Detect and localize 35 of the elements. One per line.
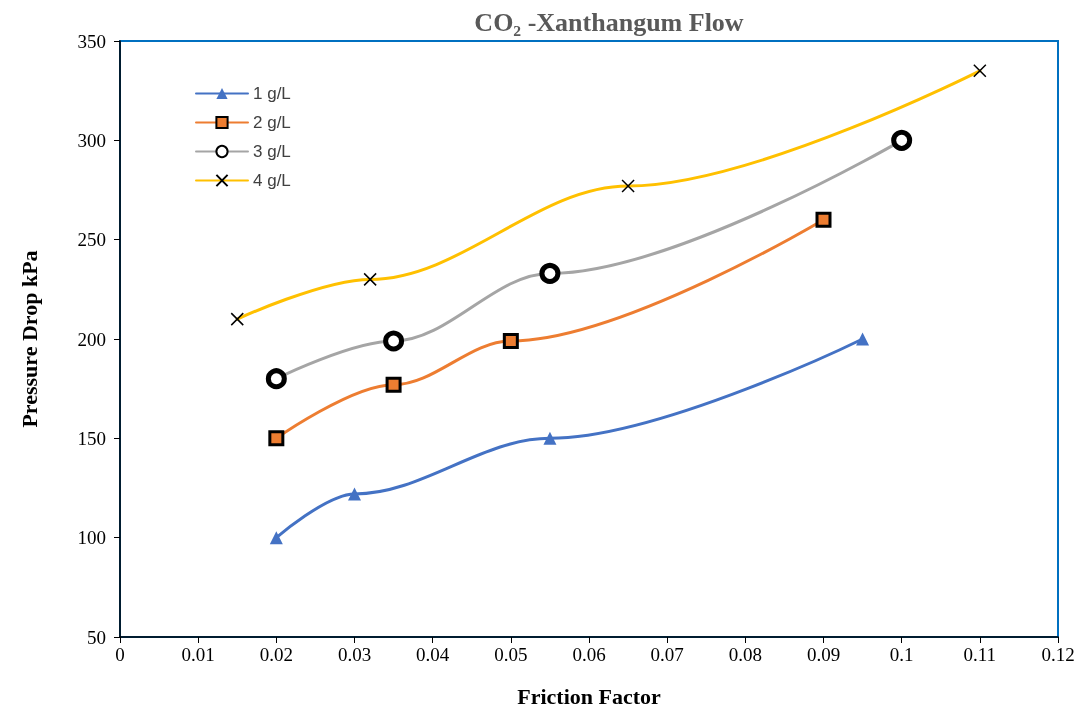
point — [856, 332, 870, 346]
legend-label: 3 g/L — [253, 142, 291, 161]
y-tick-label: 300 — [77, 129, 106, 151]
x-tick-label: 0.03 — [337, 644, 372, 665]
y-tick-label: 200 — [77, 328, 106, 350]
legend-label: 2 g/L — [253, 113, 291, 132]
legend-label: 4 g/L — [253, 171, 291, 190]
point — [269, 531, 283, 545]
y-tick-label: 250 — [77, 229, 106, 251]
x-tick-label: 0.1 — [889, 644, 914, 665]
legend-label: 1 g/L — [253, 84, 291, 103]
y-tick-label: 100 — [77, 527, 106, 549]
point — [268, 430, 285, 447]
y-tick-label: 350 — [77, 30, 106, 52]
x-tick-label: 0.05 — [494, 644, 528, 665]
point — [348, 487, 361, 501]
x-tick-label: 0.02 — [259, 644, 293, 665]
y-axis-title: Pressure Drop kPa — [16, 250, 42, 428]
x-tick-label: 0.06 — [572, 644, 606, 665]
point — [815, 211, 832, 228]
x-tick-label: 0.04 — [416, 644, 450, 665]
y-tick-label: 150 — [77, 427, 106, 449]
point — [502, 332, 519, 349]
x-tick-label: 0.11 — [963, 644, 997, 665]
x-tick-label: 0.09 — [806, 644, 841, 665]
point — [385, 376, 402, 393]
x-axis-title: Friction Factor — [517, 683, 661, 709]
x-tick-label: 0.01 — [181, 644, 215, 665]
x-tick-label: 0.08 — [728, 644, 762, 665]
chart-title: CO₂ -Xanthangum Flow — [474, 7, 744, 37]
x-tick-label: 0.07 — [650, 644, 684, 665]
y-tick-label: 50 — [87, 626, 106, 648]
x-tick-label: 0.12 — [1041, 644, 1075, 665]
x-tick-label: 0 — [115, 644, 125, 665]
point — [543, 431, 557, 445]
